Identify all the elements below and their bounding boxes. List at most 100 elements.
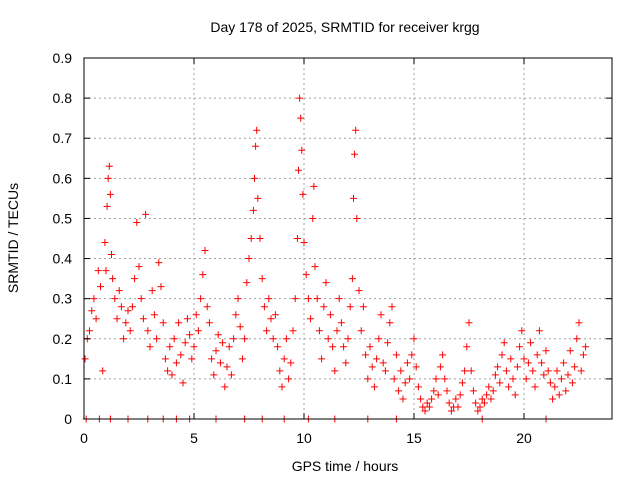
data-point: [476, 403, 484, 411]
data-point: [342, 359, 350, 367]
data-point: [285, 375, 293, 383]
data-point: [557, 375, 565, 383]
data-point: [102, 267, 110, 275]
data-point: [485, 383, 493, 391]
data-point: [216, 359, 224, 367]
data-point: [375, 335, 383, 343]
x-tick-label: 20: [516, 430, 532, 446]
data-point: [124, 307, 132, 315]
data-point: [90, 295, 98, 303]
data-point: [194, 327, 202, 335]
data-point: [357, 327, 365, 335]
data-point: [386, 319, 394, 327]
data-point: [520, 355, 528, 363]
data-point: [535, 327, 543, 335]
x-tick-label: 5: [190, 430, 198, 446]
data-point: [267, 315, 275, 323]
data-point: [103, 202, 111, 210]
data-point: [474, 407, 482, 415]
data-point: [465, 319, 473, 327]
data-point: [491, 371, 499, 379]
data-point: [88, 307, 96, 315]
data-point: [86, 327, 93, 335]
data-point: [461, 367, 469, 375]
data-point: [258, 275, 266, 283]
x-axis-label: GPS time / hours: [292, 458, 399, 474]
y-axis-label: SRMTID / TECUs: [5, 183, 21, 293]
data-point: [397, 367, 405, 375]
data-point: [348, 275, 356, 283]
data-point: [472, 399, 480, 407]
data-point: [392, 351, 400, 359]
data-point: [212, 347, 220, 355]
data-point: [579, 351, 587, 359]
data-point: [324, 335, 332, 343]
data-point: [408, 351, 416, 359]
data-point: [377, 311, 385, 319]
data-point: [381, 367, 389, 375]
data-point: [139, 315, 147, 323]
data-point: [265, 295, 273, 303]
y-tick-label: 0.6: [53, 170, 73, 186]
data-point: [223, 363, 231, 371]
data-point: [111, 295, 119, 303]
data-point: [315, 327, 323, 335]
data-point: [430, 387, 438, 395]
data-point: [353, 214, 361, 222]
data-point: [564, 371, 572, 379]
data-point: [359, 303, 367, 311]
data-point: [421, 407, 429, 415]
ticks-layer: 0 0.1 0.2 0.3 0.4 0.5 0.6 0.7 0.8 0.9 0 5 10 15 20: [53, 50, 612, 446]
data-point: [137, 295, 145, 303]
plot-frame: [83, 57, 613, 420]
data-point: [81, 355, 89, 363]
data-point: [192, 311, 200, 319]
data-point: [256, 235, 264, 242]
chart-title: Day 178 of 2025, SRMTID for receiver krg…: [210, 19, 479, 35]
data-point: [302, 271, 310, 279]
data-point: [487, 395, 495, 403]
data-point: [542, 347, 550, 355]
data-point: [447, 407, 455, 415]
data-point: [507, 355, 515, 363]
data-point: [399, 395, 407, 403]
data-points-layer: [81, 94, 590, 423]
data-point: [146, 343, 154, 351]
data-point: [101, 239, 109, 247]
data-point: [304, 295, 312, 303]
data-point: [181, 339, 189, 347]
data-point: [529, 367, 537, 375]
data-point: [434, 391, 442, 399]
data-point: [260, 303, 268, 311]
data-point: [106, 190, 114, 198]
data-point: [549, 395, 557, 403]
data-point: [126, 327, 134, 335]
data-point: [417, 395, 425, 403]
data-point: [551, 383, 559, 391]
data-point: [320, 303, 328, 311]
data-point: [234, 295, 242, 303]
data-point: [533, 351, 541, 359]
data-point: [414, 383, 422, 391]
data-point: [168, 371, 176, 379]
data-point: [278, 383, 286, 391]
data-point: [313, 295, 321, 303]
x-tick-label: 0: [80, 430, 88, 446]
data-point: [483, 391, 491, 399]
data-point: [287, 359, 295, 367]
data-point: [463, 343, 471, 351]
data-point: [310, 182, 318, 190]
data-point: [295, 166, 302, 174]
data-point: [105, 162, 113, 170]
data-point: [390, 375, 398, 383]
x-tick-label: 10: [296, 430, 312, 446]
data-point: [384, 339, 392, 347]
data-point: [502, 367, 510, 375]
data-point: [436, 363, 444, 371]
data-point: [230, 335, 238, 343]
grid-layer: [84, 58, 612, 419]
data-point: [186, 331, 194, 339]
data-point: [318, 355, 326, 363]
data-point: [329, 343, 337, 351]
